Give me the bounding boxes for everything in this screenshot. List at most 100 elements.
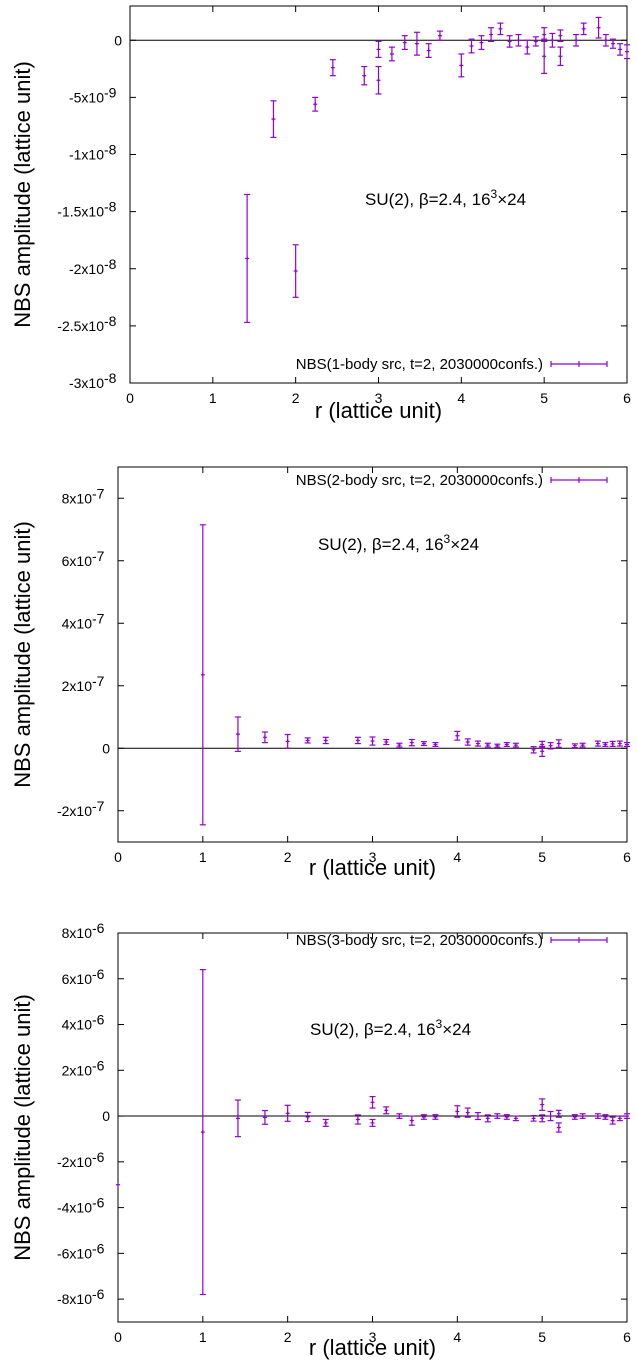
y-tick-exponent: -6 — [92, 1057, 105, 1073]
data-point — [261, 731, 268, 744]
data-point — [199, 969, 206, 1296]
data-point — [595, 16, 602, 39]
y-tick-label: 8x10 — [62, 925, 93, 941]
data-point — [383, 738, 390, 746]
legend-label: NBS(2-body src, t=2, 2030000confs.) — [296, 472, 543, 489]
y-tick-label: -2x10 — [57, 803, 92, 819]
data-point — [270, 100, 277, 138]
data-point — [515, 33, 522, 47]
x-tick-label: 0 — [126, 390, 134, 406]
y-tick-exponent: -7 — [92, 485, 105, 501]
annotation-tail: ×24 — [442, 1020, 471, 1039]
legend-label: NBS(3-body src, t=2, 2030000confs.) — [296, 932, 543, 949]
data-point — [199, 524, 206, 826]
chart-1: 0 1 2 3 4 5 60-5x10 -9-1x10 -8-1.5x10 -8-2x10 -8-2… — [10, 5, 631, 423]
annotation-tail: ×24 — [497, 190, 526, 209]
data-point — [616, 740, 623, 747]
data-point — [579, 742, 586, 748]
data-point — [532, 36, 539, 47]
y-tick-label: 2x10 — [62, 1062, 93, 1078]
y-tick-label: 4x10 — [62, 1017, 93, 1033]
data-point — [484, 1114, 491, 1123]
x-tick-label: 4 — [453, 1329, 461, 1345]
y-tick-label: 0 — [102, 740, 110, 756]
x-tick-label: 5 — [538, 849, 546, 865]
data-point — [530, 746, 537, 754]
data-point — [396, 1113, 403, 1119]
data-point — [530, 1115, 537, 1122]
y-tick-label: -2x10 — [57, 1154, 92, 1170]
data-point — [388, 46, 395, 62]
data-point — [494, 1113, 501, 1119]
data-point — [329, 59, 336, 77]
y-tick-exponent: -7 — [92, 548, 105, 564]
data-point — [610, 38, 617, 49]
x-tick-label: 5 — [538, 1329, 546, 1345]
data-point — [594, 740, 601, 747]
data-point — [474, 1112, 481, 1121]
annotation: SU(2), β=2.4, 163×24 — [310, 1017, 471, 1039]
x-axis-title: r (lattice unit) — [309, 1335, 436, 1360]
data-point — [539, 1114, 546, 1123]
y-tick-label: 6x10 — [62, 971, 93, 987]
y-tick-exponent: -7 — [92, 798, 105, 814]
data-point — [503, 1114, 510, 1120]
data-point — [354, 736, 361, 745]
x-tick-label: 1 — [209, 390, 217, 406]
data-point — [432, 1114, 439, 1120]
data-point — [432, 742, 439, 747]
data-point — [557, 46, 564, 67]
data-point — [375, 40, 382, 59]
data-point — [557, 29, 564, 43]
x-tick-label: 1 — [199, 1329, 207, 1345]
annotation-superscript: 3 — [491, 187, 498, 201]
data-point — [555, 739, 562, 748]
legend: NBS(1-body src, t=2, 2030000confs.) — [296, 356, 608, 373]
data-point — [624, 1113, 630, 1119]
data-point — [244, 193, 251, 324]
plot-frame — [117, 466, 628, 843]
y-tick-exponent: -6 — [92, 1240, 105, 1256]
y-tick-label: 0 — [102, 1108, 110, 1124]
annotation-main: SU(2), β=2.4, 16 — [318, 535, 444, 554]
data-point — [234, 1099, 241, 1138]
data-point — [468, 38, 475, 54]
data-point — [624, 742, 630, 747]
y-tick-exponent: -8 — [104, 370, 117, 386]
data-point — [420, 741, 427, 747]
series-1 — [244, 16, 630, 324]
data-point — [369, 1118, 376, 1127]
data-point — [464, 738, 471, 746]
data-point — [304, 737, 311, 744]
x-tick-label: 6 — [623, 849, 631, 865]
y-tick-exponent: -6 — [92, 1149, 105, 1165]
data-point — [322, 1118, 329, 1127]
x-tick-label: 6 — [623, 390, 631, 406]
data-point — [292, 244, 299, 298]
data-point — [616, 1115, 623, 1122]
data-point — [609, 740, 616, 747]
data-point — [549, 32, 556, 48]
x-tick-label: 2 — [284, 849, 292, 865]
y-tick-exponent: -6 — [92, 1195, 105, 1211]
data-point — [547, 742, 554, 750]
x-tick-label: 3 — [369, 1329, 377, 1345]
x-tick-label: 2 — [284, 1329, 292, 1345]
data-point — [506, 35, 513, 48]
data-point — [454, 1105, 461, 1118]
annotation-main: SU(2), β=2.4, 16 — [365, 190, 491, 209]
y-tick-label: 4x10 — [62, 615, 93, 631]
series-1 — [199, 524, 630, 826]
data-point — [484, 742, 491, 748]
y-tick-label: -6x10 — [57, 1245, 92, 1261]
x-tick-label: 4 — [453, 849, 461, 865]
annotation-tail: ×24 — [450, 535, 479, 554]
data-point — [436, 30, 443, 41]
y-axis-title: NBS amplitude (lattice unit) — [10, 61, 35, 328]
x-tick-label: 6 — [623, 1329, 631, 1345]
data-point — [624, 44, 630, 60]
data-point — [602, 33, 609, 47]
